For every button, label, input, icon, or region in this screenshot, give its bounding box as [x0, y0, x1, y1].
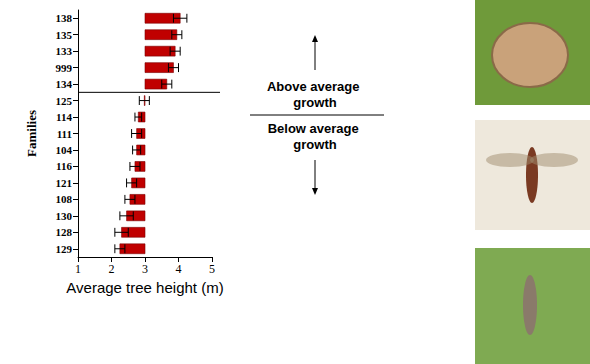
- svg-text:growth: growth: [293, 95, 336, 110]
- svg-text:129: 129: [56, 243, 73, 255]
- svg-text:3: 3: [142, 262, 148, 276]
- svg-text:135: 135: [56, 29, 73, 41]
- svg-text:130: 130: [56, 210, 73, 222]
- svg-text:Above average: Above average: [267, 79, 363, 94]
- svg-text:999: 999: [56, 62, 73, 74]
- svg-text:Families: Families: [24, 110, 39, 157]
- svg-text:138: 138: [56, 12, 73, 24]
- svg-text:growth: growth: [293, 137, 336, 152]
- svg-text:4: 4: [176, 262, 182, 276]
- svg-text:125: 125: [56, 95, 73, 107]
- svg-text:134: 134: [56, 78, 73, 90]
- svg-text:1: 1: [75, 262, 81, 276]
- svg-text:5: 5: [209, 262, 215, 276]
- svg-text:114: 114: [56, 111, 72, 123]
- svg-text:133: 133: [56, 45, 73, 57]
- svg-text:108: 108: [56, 193, 73, 205]
- svg-text:111: 111: [57, 128, 72, 140]
- svg-text:2: 2: [109, 262, 115, 276]
- svg-text:121: 121: [56, 177, 73, 189]
- svg-text:128: 128: [56, 226, 73, 238]
- svg-text:116: 116: [56, 160, 72, 172]
- svg-text:104: 104: [56, 144, 73, 156]
- svg-text:Average tree height (m): Average tree height (m): [66, 279, 223, 296]
- svg-text:Below average: Below average: [268, 121, 363, 136]
